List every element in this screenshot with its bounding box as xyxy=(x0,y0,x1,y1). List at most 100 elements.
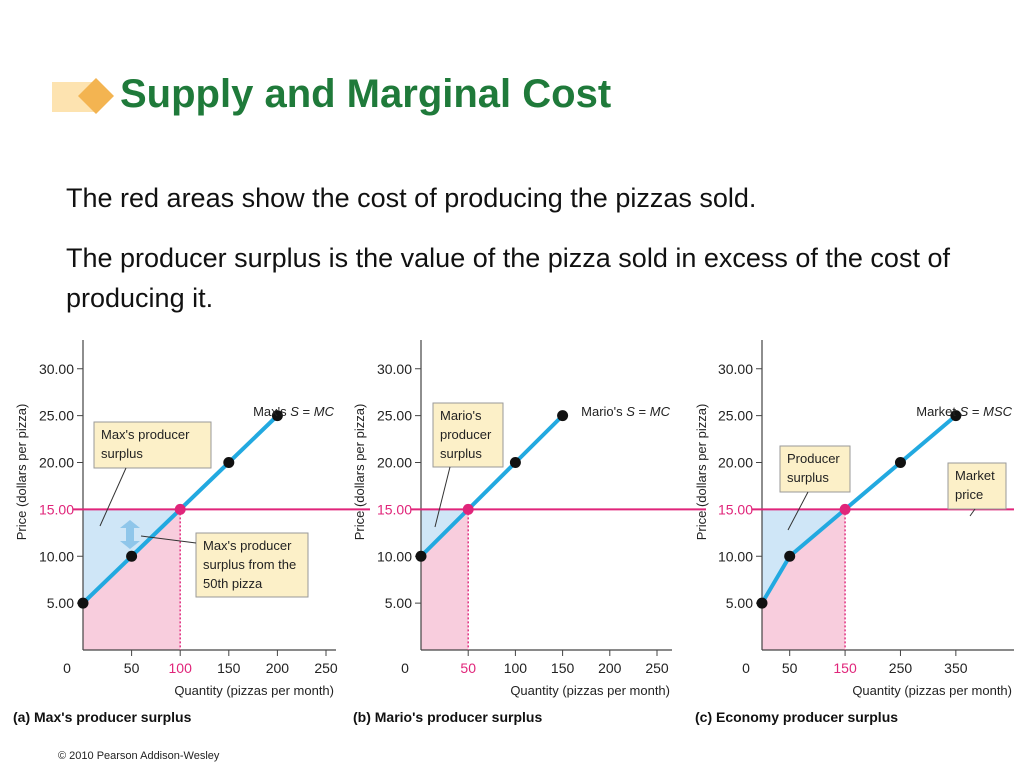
x-tick-label: 0 xyxy=(401,660,409,676)
y-tick-label: 5.00 xyxy=(726,595,753,611)
callout-leader xyxy=(969,508,976,517)
callout-box xyxy=(947,462,1007,510)
data-point xyxy=(126,550,138,562)
callout-text: price xyxy=(955,487,983,502)
x-axis-label: Quantity (pizzas per month) xyxy=(174,683,334,698)
y-tick-label: 30.00 xyxy=(377,361,412,377)
y-tick-label: 15.00 xyxy=(377,501,412,517)
x-tick-label: 150 xyxy=(833,660,857,676)
cost-area xyxy=(762,509,846,650)
chart-caption: (a) Max's producer surplus xyxy=(13,709,192,725)
x-tick-label: 150 xyxy=(217,660,241,676)
callout-text: Producer xyxy=(787,451,840,466)
chart-panel-2: 5.00 10.00 15.00 20.00 25.00 30.00 0 50 100 150 20… xyxy=(352,340,706,725)
x-tick-label: 250 xyxy=(645,660,669,676)
equilibrium-point xyxy=(839,503,851,515)
x-tick-label: 0 xyxy=(742,660,750,676)
callout-market-price: Market price xyxy=(947,462,1007,517)
callout-leader xyxy=(787,491,809,531)
data-point xyxy=(894,457,906,468)
x-tick-label: 100 xyxy=(169,660,193,676)
data-point xyxy=(557,410,569,422)
x-tick-label: 50 xyxy=(124,660,140,676)
y-tick-label: 20.00 xyxy=(718,455,753,471)
supply-line xyxy=(419,414,565,558)
x-axis-label: Quantity (pizzas per month) xyxy=(510,683,670,698)
x-tick-label: 350 xyxy=(944,660,968,676)
data-point xyxy=(271,410,283,422)
producer-surplus-area xyxy=(762,509,846,604)
x-tick-label: 200 xyxy=(266,660,290,676)
callout-text: surplus xyxy=(101,446,143,461)
data-point xyxy=(223,457,235,468)
callout-text: surplus from the xyxy=(203,557,296,572)
y-tick-label: 15.00 xyxy=(718,501,753,517)
y-tick-label: 25.00 xyxy=(718,408,753,424)
x-tick-label: 200 xyxy=(598,660,622,676)
x-axis-label: Quantity (pizzas per month) xyxy=(852,683,1012,698)
x-tick-label: 100 xyxy=(504,660,528,676)
callout-producer-surplus: Producer surplus xyxy=(779,445,851,531)
callout-text: Market xyxy=(955,468,995,483)
callout-text: surplus xyxy=(440,446,482,461)
callout-box xyxy=(779,445,851,493)
equilibrium-point xyxy=(174,503,186,515)
y-axis-label: Price (dollars per pizza) xyxy=(14,404,29,541)
series-label: Market S = MSC xyxy=(916,404,1012,419)
callout-text: 50th pizza xyxy=(203,576,263,591)
y-tick-label: 5.00 xyxy=(385,595,412,611)
callout-text: Max's producer xyxy=(101,427,190,442)
copyright: © 2010 Pearson Addison-Wesley xyxy=(58,750,220,762)
series-label: Mario's S = MC xyxy=(581,404,670,419)
chart-caption: (b) Mario's producer surplus xyxy=(353,709,542,725)
data-point xyxy=(784,550,796,562)
data-point xyxy=(77,597,89,609)
y-tick-label: 20.00 xyxy=(39,455,74,471)
cost-area xyxy=(83,509,181,650)
title-bullet-icon xyxy=(52,78,114,114)
callout-max-surplus: Max's producer surplus xyxy=(93,421,212,527)
x-tick-label: 150 xyxy=(551,660,575,676)
y-tick-label: 25.00 xyxy=(377,408,412,424)
x-tick-label: 250 xyxy=(314,660,338,676)
chart-panel-1: 5.00 10.00 15.00 20.00 25.00 30.00 0 50 100 150 20… xyxy=(13,340,370,725)
data-point xyxy=(950,410,962,422)
y-axis-label: Price (dollars per pizza) xyxy=(694,404,709,541)
y-axis-label: Price (dollars per pizza) xyxy=(352,404,367,541)
data-point xyxy=(756,597,768,609)
callout-leader xyxy=(434,466,451,528)
data-point xyxy=(509,457,521,468)
x-tick-label: 50 xyxy=(460,660,476,676)
callout-max-50th-pizza: Max's producer surplus from the 50th pizza xyxy=(140,532,309,598)
y-tick-label: 10.00 xyxy=(718,548,753,564)
producer-surplus-charts: 5.00 10.00 15.00 20.00 25.00 30.00 0 50 100 150 20… xyxy=(13,340,1014,725)
y-tick-label: 10.00 xyxy=(39,548,74,564)
y-tick-label: 30.00 xyxy=(39,361,74,377)
x-tick-label: 250 xyxy=(889,660,913,676)
chart-caption: (c) Economy producer surplus xyxy=(695,709,898,725)
callout-leader xyxy=(99,467,127,527)
data-point xyxy=(415,550,427,562)
cost-area xyxy=(421,509,469,650)
callout-box xyxy=(432,402,504,468)
slide-title: Supply and Marginal Cost xyxy=(120,72,612,116)
body-paragraph-1: The red areas show the cost of producing… xyxy=(66,183,757,213)
y-tick-label: 20.00 xyxy=(377,455,412,471)
y-tick-label: 5.00 xyxy=(47,595,74,611)
callout-mario-surplus: Mario's producer surplus xyxy=(432,402,504,528)
callout-text: Mario's xyxy=(440,408,482,423)
callout-text: Max's producer xyxy=(203,538,292,553)
y-tick-label: 15.00 xyxy=(39,501,74,517)
callout-box xyxy=(93,421,212,469)
series-label: Max's S = MC xyxy=(253,404,335,419)
y-tick-label: 10.00 xyxy=(377,548,412,564)
chart-panel-3: 5.00 10.00 15.00 20.00 25.00 30.00 0 50 150 250 35… xyxy=(694,340,1014,725)
surplus-arrow-icon xyxy=(120,520,140,549)
x-tick-label: 0 xyxy=(63,660,71,676)
y-tick-label: 30.00 xyxy=(718,361,753,377)
equilibrium-point xyxy=(462,503,474,515)
x-tick-label: 50 xyxy=(782,660,798,676)
callout-box xyxy=(195,532,309,598)
body-paragraph-2: The producer surplus is the value of the… xyxy=(66,243,950,313)
y-tick-label: 25.00 xyxy=(39,408,74,424)
